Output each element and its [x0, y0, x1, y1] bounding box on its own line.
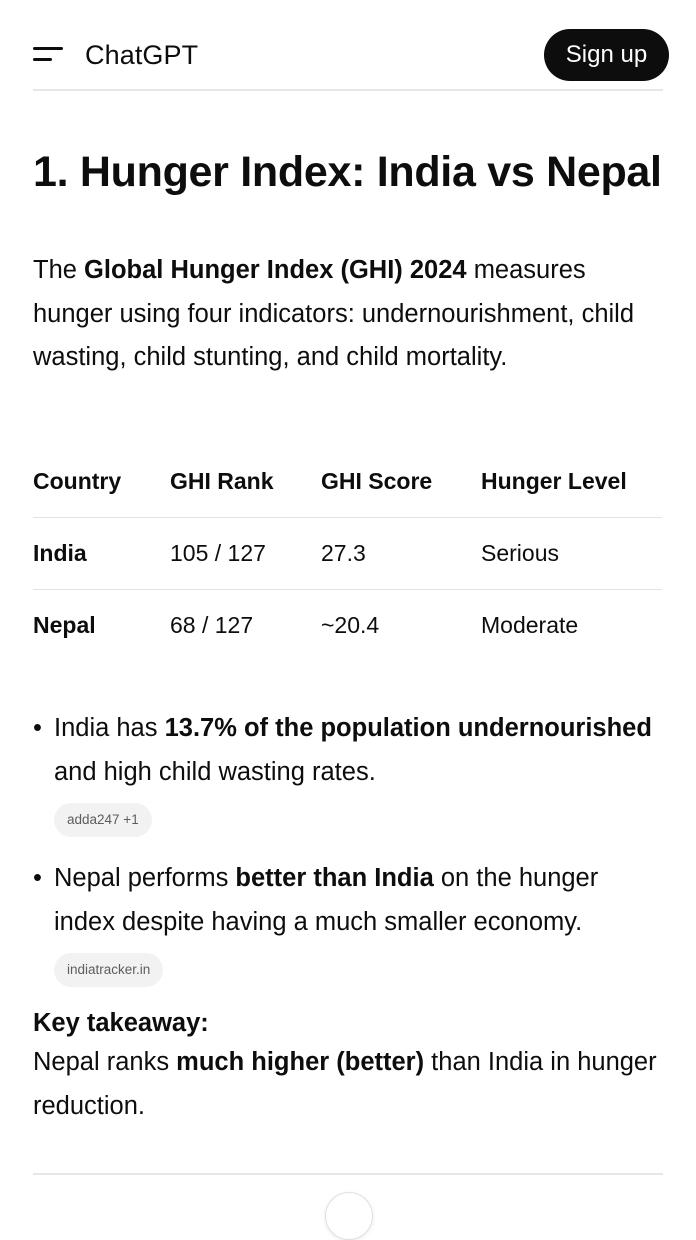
menu-line-top: [33, 47, 63, 50]
header-country: Country: [33, 446, 170, 518]
top-bar: ChatGPT Sign up: [0, 0, 696, 90]
bullet-bold-text: 13.7% of the population undernourished: [164, 714, 652, 742]
sign-up-button[interactable]: Sign up: [544, 29, 669, 81]
table-row: Nepal 68 / 127 ~20.4 Moderate: [33, 590, 662, 662]
footer-divider: [33, 1173, 663, 1175]
takeaway-text-after: than India in hunger reduction.: [33, 1048, 657, 1120]
list-item: • India has 13.7% of the population unde…: [33, 706, 663, 838]
cell-score: ~20.4: [321, 612, 380, 638]
bullet-text-before: India has: [54, 714, 165, 742]
bullet-list: • India has 13.7% of the population unde…: [33, 706, 663, 988]
intro-text-before: The: [33, 256, 85, 284]
table-row: India 105 / 127 27.3 Serious: [33, 517, 662, 590]
app-title[interactable]: ChatGPT: [85, 40, 199, 70]
bullet-dot: •: [33, 714, 42, 742]
bullet-dot: •: [33, 864, 42, 892]
intro-text-after: measures hunger using four indicators: u…: [33, 256, 635, 371]
section-heading: 1. Hunger Index: India vs Nepal: [33, 148, 662, 196]
cell-country: Nepal: [33, 612, 96, 638]
cell-level: Moderate: [481, 612, 579, 638]
intro-bold-text: Global Hunger Index (GHI) 2024: [84, 256, 467, 284]
menu-line-bottom: [33, 58, 52, 61]
bullet-text-after: on the hunger index despite having a muc…: [54, 864, 599, 936]
cell-rank: 68 / 127: [170, 612, 254, 638]
cell-rank: 105 / 127: [170, 517, 321, 590]
bullet-bold-text: better than India: [235, 864, 434, 892]
header-divider: [33, 89, 663, 91]
source-chip[interactable]: indiatracker.in: [54, 953, 164, 987]
header-ghi-score: GHI Score: [321, 446, 481, 518]
header-hunger-level: Hunger Level: [481, 446, 662, 518]
ghi-comparison-table: Country GHI Rank GHI Score Hunger Level …: [33, 446, 662, 661]
cell-country: India: [33, 517, 170, 590]
bullet-text-after: and high child wasting rates.: [54, 758, 376, 786]
list-item: • Nepal performs better than India on th…: [33, 856, 663, 988]
bullet-text-before: Nepal performs: [54, 864, 236, 892]
takeaway-label: Key takeaway:: [33, 1009, 209, 1037]
scroll-down-button[interactable]: [325, 1192, 373, 1240]
intro-paragraph: The Global Hunger Index (GHI) 2024 measu…: [33, 249, 663, 380]
key-takeaway: Key takeaway: Nepal ranks much higher (b…: [33, 1006, 663, 1128]
table-header-row: Country GHI Rank GHI Score Hunger Level: [33, 446, 662, 518]
bullet-text: India has 13.7% of the population undern…: [54, 706, 663, 794]
source-chip[interactable]: adda247 +1: [54, 803, 152, 837]
bullet-text: Nepal performs better than India on the …: [54, 856, 663, 944]
takeaway-text-before: Nepal ranks: [33, 1048, 177, 1076]
cell-score: 27.3: [321, 517, 481, 590]
header-ghi-rank: GHI Rank: [170, 446, 321, 518]
takeaway-bold-text: much higher (better): [176, 1048, 425, 1076]
cell-level: Serious: [481, 517, 662, 590]
hamburger-menu-icon[interactable]: [33, 45, 63, 65]
